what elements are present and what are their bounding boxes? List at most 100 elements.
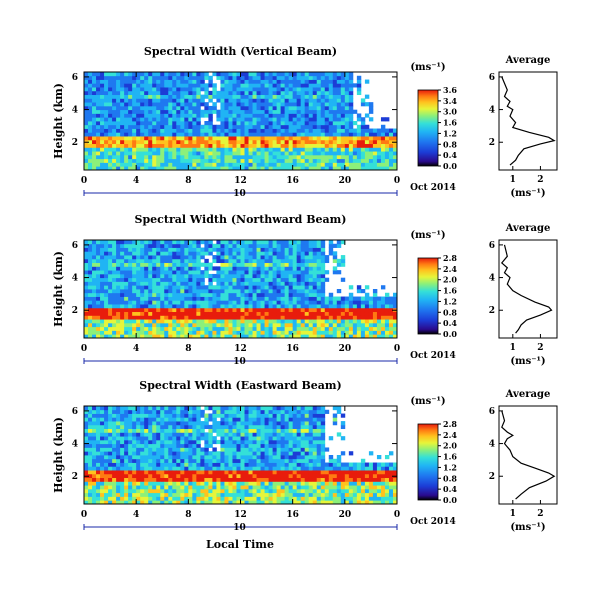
heatmap-cell — [248, 75, 253, 80]
heatmap-cell — [348, 105, 354, 111]
heatmap-cell — [104, 255, 109, 260]
heatmap-cell — [288, 139, 294, 145]
heatmap-cell — [256, 488, 261, 494]
heatmap-cell — [104, 432, 109, 437]
heatmap-cell — [140, 455, 145, 460]
heatmap-cell — [120, 255, 125, 260]
heatmap-cell — [204, 251, 209, 256]
heatmap-cell — [172, 105, 177, 111]
heatmap-cell — [116, 128, 121, 133]
heatmap-cell — [144, 277, 149, 282]
heatmap-cell — [312, 334, 318, 339]
heatmap-cell — [84, 466, 89, 471]
heatmap-cell — [84, 443, 89, 448]
heatmap-cell — [196, 458, 201, 463]
heatmap-cell — [252, 124, 257, 129]
heatmap-cell — [88, 285, 93, 290]
heatmap-cell — [304, 166, 310, 171]
heatmap-cell — [156, 413, 161, 418]
heatmap-cell — [224, 117, 229, 122]
heatmap-cell — [220, 154, 225, 160]
heatmap-cell — [184, 166, 189, 171]
heatmap-cell — [148, 458, 153, 463]
heatmap-cell — [176, 243, 181, 248]
heatmap-cell — [264, 485, 269, 490]
heatmap-cell — [128, 285, 133, 290]
heatmap-cell — [324, 330, 330, 335]
heatmap-cell — [216, 162, 221, 167]
heatmap-cell — [256, 243, 261, 248]
heatmap-cell — [92, 113, 97, 118]
heatmap-cell — [296, 304, 302, 309]
heatmap-cell — [296, 285, 302, 290]
heatmap-cell — [128, 304, 133, 309]
heatmap-cell — [156, 334, 161, 339]
heatmap-cell — [124, 113, 129, 118]
heatmap-cell — [220, 296, 225, 301]
heatmap-cell — [256, 87, 261, 92]
heatmap-cell — [236, 94, 241, 99]
heatmap-cell — [168, 147, 173, 152]
heatmap-cell — [152, 262, 157, 267]
heatmap-cell — [304, 109, 310, 114]
heatmap-cell — [128, 485, 133, 490]
heatmap-cell — [88, 447, 93, 452]
heatmap-cell — [260, 481, 265, 486]
heatmap-cell — [220, 307, 225, 313]
heatmap-cell — [172, 285, 177, 290]
heatmap-cell — [288, 258, 294, 264]
heatmap-cell — [104, 166, 109, 171]
heatmap-cell — [116, 121, 121, 126]
heatmap-cell — [116, 87, 121, 92]
heatmap-cell — [232, 319, 237, 324]
heatmap-cell — [352, 154, 358, 160]
heatmap-cell — [248, 481, 253, 486]
heatmap-cell — [248, 166, 253, 171]
heatmap-cell — [228, 121, 233, 126]
heatmap-cell — [200, 500, 205, 505]
heatmap-cell — [188, 319, 193, 324]
heatmap-cell — [260, 296, 265, 301]
heatmap-cell — [320, 109, 326, 114]
heatmap-cell — [152, 447, 157, 452]
heatmap-cell — [284, 121, 290, 126]
heatmap-cell — [332, 162, 338, 167]
heatmap-cell — [100, 109, 105, 114]
heatmap-cell — [136, 75, 141, 80]
heatmap-cell — [312, 105, 318, 111]
heatmap-cell — [200, 292, 205, 297]
heatmap-cell — [96, 136, 101, 141]
heatmap-cell — [388, 311, 394, 316]
heatmap-cell — [96, 477, 101, 482]
heatmap-cell — [192, 72, 197, 77]
heatmap-cell — [384, 319, 390, 324]
heatmap-cell — [332, 296, 338, 301]
heatmap-cell — [204, 455, 209, 460]
heatmap-cell — [268, 500, 273, 505]
heatmap-cell — [256, 496, 261, 501]
heatmap-cell — [332, 334, 338, 339]
heatmap-cell — [184, 105, 189, 111]
heatmap-cell — [192, 311, 197, 316]
heatmap-cell — [280, 270, 286, 275]
heatmap-cell — [356, 124, 362, 129]
heatmap-cell — [124, 151, 129, 156]
heatmap-cell — [204, 488, 209, 494]
heatmap-cell — [304, 285, 310, 290]
heatmap-cell — [100, 458, 105, 463]
heatmap-cell — [264, 72, 269, 77]
heatmap-cell — [88, 289, 93, 294]
heatmap-cell — [320, 330, 326, 335]
heatmap-cell — [116, 409, 121, 414]
heatmap-cell — [140, 496, 145, 501]
heatmap-cell — [88, 79, 93, 84]
heatmap-cell — [352, 158, 358, 163]
heatmap-cell — [284, 292, 290, 297]
heatmap-cell — [252, 289, 257, 294]
heatmap-cell — [220, 113, 225, 118]
heatmap-cell — [368, 307, 374, 313]
heatmap-cell — [288, 90, 294, 96]
heatmap-cell — [236, 330, 241, 335]
heatmap-cell — [312, 87, 318, 92]
heatmap-cell — [176, 117, 181, 122]
